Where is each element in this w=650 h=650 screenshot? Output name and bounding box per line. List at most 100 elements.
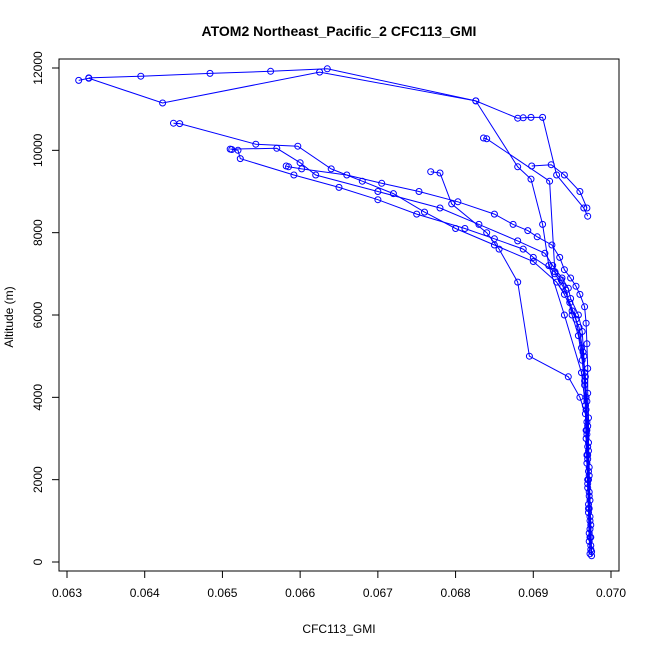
data-point bbox=[533, 233, 541, 241]
chart-title: ATOM2 Northeast_Pacific_2 CFC113_GMI bbox=[202, 23, 477, 39]
data-point bbox=[584, 484, 592, 492]
data-point bbox=[553, 171, 561, 179]
data-point bbox=[556, 253, 564, 261]
y-tick-label: 12000 bbox=[31, 51, 45, 85]
data-point bbox=[558, 274, 566, 282]
data-point bbox=[343, 171, 351, 179]
data-point bbox=[490, 210, 498, 218]
y-tick-label: 10000 bbox=[31, 133, 45, 167]
data-point bbox=[576, 393, 584, 401]
x-axis-label: CFC113_GMI bbox=[302, 622, 375, 636]
profile-series-1 bbox=[282, 162, 596, 560]
data-point bbox=[564, 373, 572, 381]
data-point bbox=[75, 76, 83, 84]
y-tick-label: 4000 bbox=[31, 384, 45, 411]
data-point bbox=[170, 119, 177, 127]
data-point bbox=[495, 245, 503, 253]
data-point bbox=[587, 542, 595, 549]
profile-series-4 bbox=[170, 119, 596, 556]
data-point bbox=[296, 159, 304, 167]
data-point bbox=[236, 155, 244, 163]
data-point bbox=[514, 237, 522, 245]
data-point bbox=[583, 340, 591, 348]
data-point bbox=[519, 245, 527, 253]
data-point bbox=[452, 225, 460, 232]
data-point bbox=[290, 171, 298, 179]
plot-frame bbox=[58, 58, 620, 572]
data-point bbox=[572, 282, 580, 290]
y-tick-label: 6000 bbox=[31, 301, 45, 328]
x-tick-label: 0.065 bbox=[207, 586, 237, 600]
series-line bbox=[78, 71, 591, 538]
data-point bbox=[137, 72, 145, 80]
x-tick-label: 0.069 bbox=[518, 586, 548, 600]
data-point bbox=[483, 229, 491, 237]
data-point bbox=[514, 163, 522, 171]
data-point bbox=[335, 183, 343, 191]
series-line bbox=[173, 122, 593, 552]
data-point bbox=[551, 270, 559, 278]
data-point bbox=[583, 204, 591, 212]
data-point bbox=[576, 188, 584, 195]
profile-series-3 bbox=[226, 144, 595, 554]
data-point bbox=[585, 447, 592, 455]
y-tick-label: 8000 bbox=[31, 219, 45, 246]
data-point bbox=[585, 505, 593, 512]
data-point bbox=[374, 196, 382, 204]
data-point bbox=[549, 262, 557, 270]
data-point bbox=[567, 274, 575, 282]
data-point bbox=[427, 168, 435, 176]
data-point bbox=[267, 67, 275, 75]
data-point bbox=[587, 521, 595, 529]
data-point bbox=[583, 426, 591, 434]
profile-series-5 bbox=[480, 134, 595, 549]
data-point bbox=[547, 161, 555, 169]
y-tick-label: 2000 bbox=[31, 466, 45, 493]
data-point bbox=[378, 179, 386, 187]
data-point bbox=[586, 496, 594, 504]
data-point bbox=[560, 290, 568, 298]
series-line bbox=[230, 147, 592, 550]
data-point bbox=[560, 311, 568, 319]
data-point bbox=[294, 142, 302, 150]
data-point bbox=[585, 509, 592, 517]
data-point bbox=[514, 278, 522, 286]
y-tick-label: 0 bbox=[31, 558, 45, 565]
x-tick-label: 0.066 bbox=[285, 586, 315, 600]
data-point bbox=[472, 97, 480, 105]
data-point bbox=[586, 533, 594, 541]
data-point bbox=[576, 290, 584, 298]
data-point bbox=[586, 550, 594, 558]
data-point bbox=[389, 190, 397, 198]
data-point bbox=[490, 241, 498, 249]
data-point bbox=[358, 177, 366, 185]
x-tick-label: 0.067 bbox=[363, 586, 393, 600]
data-point bbox=[560, 171, 568, 179]
data-point bbox=[483, 135, 491, 143]
data-point bbox=[584, 451, 592, 459]
data-point bbox=[480, 134, 487, 142]
x-tick-label: 0.070 bbox=[596, 586, 626, 600]
data-point bbox=[436, 204, 444, 212]
data-point bbox=[581, 303, 589, 311]
data-point bbox=[579, 348, 587, 356]
profile-series-7 bbox=[75, 68, 594, 541]
profile-series-8 bbox=[85, 65, 592, 220]
data-point bbox=[374, 188, 382, 195]
data-point bbox=[582, 435, 590, 442]
data-point bbox=[585, 537, 593, 545]
data-point bbox=[566, 299, 574, 307]
data-point bbox=[584, 422, 592, 430]
data-point bbox=[546, 177, 554, 185]
data-point bbox=[421, 208, 428, 216]
data-point bbox=[528, 162, 536, 170]
data-point bbox=[572, 315, 580, 323]
data-point bbox=[327, 165, 335, 173]
data-point bbox=[583, 397, 591, 405]
data-point bbox=[514, 114, 522, 122]
data-point bbox=[226, 145, 234, 153]
series-line bbox=[430, 171, 590, 542]
data-point bbox=[527, 175, 535, 183]
data-point bbox=[575, 323, 583, 331]
